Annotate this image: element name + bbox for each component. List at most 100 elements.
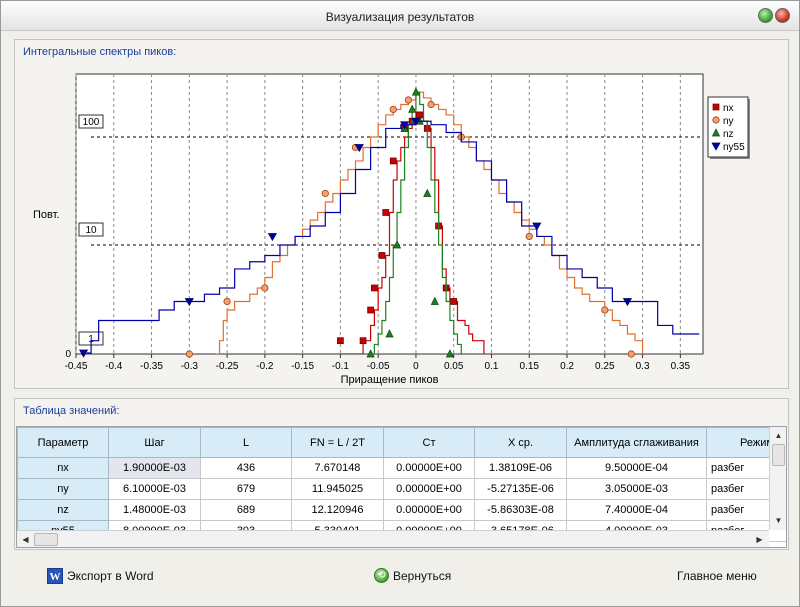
- x-tick-label: -0.1: [332, 361, 350, 372]
- chart-panel: Интегральные спектры пиков: -0.45 -0.4 -0.…: [14, 39, 789, 389]
- table-cell[interactable]: nx: [17, 457, 109, 479]
- table-cell[interactable]: 6.10000E-03: [108, 478, 201, 500]
- table-cell[interactable]: ny: [17, 478, 109, 500]
- series-marker-nz: [385, 329, 394, 338]
- series-marker-ny55: [354, 144, 364, 153]
- x-tick-label: 0: [413, 361, 419, 372]
- legend-label-nz: nz: [723, 129, 734, 140]
- series-marker-ny55: [184, 298, 194, 307]
- reference-label-box: [78, 114, 104, 129]
- table-cell[interactable]: 7.40000E-04: [566, 499, 707, 521]
- series-marker-nx: [450, 298, 458, 305]
- horizontal-scroll-thumb[interactable]: [34, 533, 58, 546]
- series-marker-ny: [389, 105, 397, 114]
- col-header-l[interactable]: L: [200, 427, 292, 458]
- series-marker-ny55: [78, 349, 89, 358]
- table-cell[interactable]: 1.90000E-03: [108, 457, 201, 479]
- table-cell[interactable]: 1.48000E-03: [108, 499, 201, 521]
- col-header-param[interactable]: Параметр: [17, 427, 109, 458]
- table-row[interactable]: ny 6.10000E-03 679 11.945025 0.00000E+00…: [17, 478, 786, 500]
- series-marker-ny55: [267, 233, 278, 242]
- table-cell[interactable]: 0.00000E+00: [383, 478, 475, 500]
- export-word-button[interactable]: W Экспорт в Word: [47, 567, 154, 585]
- horizontal-scrollbar[interactable]: ◀ ▶: [17, 530, 769, 547]
- minimize-button[interactable]: [758, 8, 773, 23]
- legend-label-ny55: ny55: [723, 142, 745, 153]
- x-tick-label: 0.2: [560, 361, 574, 372]
- scroll-right-icon[interactable]: ▶: [756, 535, 763, 544]
- series-marker-nz: [430, 296, 439, 305]
- back-button[interactable]: ⟲ Вернуться: [374, 567, 451, 585]
- series-marker-nz: [392, 240, 402, 249]
- series-marker-ny: [601, 306, 609, 314]
- chart-panel-title: Интегральные спектры пиков:: [23, 46, 177, 58]
- reference-label-box: [78, 222, 104, 237]
- series-marker-nx: [337, 337, 344, 345]
- main-menu-label: Главное меню: [677, 569, 757, 583]
- spectrum-chart: -0.45 -0.4 -0.35 -0.3 -0.25 -0.2 -0.15 -0.1 -0.0…: [33, 73, 750, 386]
- x-axis-label: Приращение пиков: [341, 374, 439, 386]
- x-tick-label: -0.15: [291, 361, 314, 372]
- x-tick-label: -0.2: [256, 361, 274, 372]
- vertical-scroll-thumb[interactable]: [772, 444, 785, 466]
- legend-marker-nx: [712, 103, 720, 111]
- legend-label-nx: nx: [723, 103, 734, 114]
- x-tick-label: -0.45: [65, 361, 88, 372]
- close-button[interactable]: [775, 8, 790, 23]
- x-tick-label: -0.35: [140, 361, 163, 372]
- table-header-row: Параметр Шаг L FN = L / 2T Ст X ср. Ампл…: [17, 427, 786, 458]
- col-header-fn[interactable]: FN = L / 2T: [291, 427, 384, 458]
- table-cell[interactable]: nz: [17, 499, 109, 521]
- reference-label: 1: [88, 334, 94, 345]
- table-cell[interactable]: 0.00000E+00: [383, 457, 475, 479]
- table-cell[interactable]: 0.00000E+00: [383, 499, 475, 521]
- table-cell[interactable]: 12.120946: [291, 499, 384, 521]
- series-line-ny55: [83, 120, 700, 354]
- scroll-left-icon[interactable]: ◀: [22, 535, 29, 544]
- legend-marker-ny55: [711, 142, 721, 151]
- col-header-st[interactable]: Ст: [383, 427, 475, 458]
- vertical-scrollbar[interactable]: ▲ ▼: [769, 427, 786, 530]
- table-cell[interactable]: -5.27135E-06: [474, 478, 567, 500]
- series-marker-ny: [525, 232, 533, 241]
- col-header-step[interactable]: Шаг: [108, 427, 201, 458]
- col-header-xmean[interactable]: X ср.: [474, 427, 567, 458]
- x-tick-label: -0.3: [181, 361, 199, 372]
- series-marker-ny: [627, 350, 635, 358]
- table-cell[interactable]: 1.38109E-06: [474, 457, 567, 479]
- x-tick-label: 0.3: [636, 361, 650, 372]
- table-cell[interactable]: 9.50000E-04: [566, 457, 707, 479]
- values-grid[interactable]: Параметр Шаг L FN = L / 2T Ст X ср. Ампл…: [16, 426, 787, 548]
- table-cell[interactable]: 3.05000E-03: [566, 478, 707, 500]
- scroll-up-icon[interactable]: ▲: [774, 431, 783, 440]
- col-header-amplitude[interactable]: Амплитуда сглаживания: [566, 427, 707, 458]
- table-cell[interactable]: разбег: [706, 478, 786, 500]
- table-row[interactable]: nz 1.48000E-03 689 12.120946 0.00000E+00…: [17, 499, 786, 521]
- y-zero-label: 0: [65, 349, 71, 360]
- series-marker-nx: [382, 209, 390, 216]
- table-cell[interactable]: разбег: [706, 457, 786, 479]
- table-cell[interactable]: 679: [200, 478, 292, 500]
- table-row[interactable]: nx 1.90000E-03 436 7.670148 0.00000E+00 …: [17, 457, 786, 479]
- x-tick-label: 0.05: [444, 361, 464, 372]
- x-tick-label: 0.35: [671, 361, 691, 372]
- table-cell[interactable]: 11.945025: [291, 478, 384, 500]
- table-cell[interactable]: разбег: [706, 499, 786, 521]
- scroll-down-icon[interactable]: ▼: [774, 516, 783, 525]
- series-marker-ny55: [411, 117, 421, 126]
- legend-marker-nz: [711, 128, 721, 137]
- x-tick-label: -0.25: [216, 361, 239, 372]
- table-cell[interactable]: -5.86303E-08: [474, 499, 567, 521]
- table-cell[interactable]: 7.670148: [291, 457, 384, 479]
- series-marker-ny: [321, 189, 329, 198]
- series-marker-ny: [261, 284, 269, 292]
- series-marker-ny55: [532, 222, 542, 231]
- table-cell[interactable]: 436: [200, 457, 292, 479]
- table-cell[interactable]: 689: [200, 499, 292, 521]
- legend-label-ny: ny: [723, 116, 734, 127]
- series-marker-ny: [427, 100, 435, 109]
- main-menu-button[interactable]: Главное меню: [677, 567, 757, 585]
- series-marker-ny: [223, 297, 231, 306]
- series-marker-nx: [367, 306, 374, 314]
